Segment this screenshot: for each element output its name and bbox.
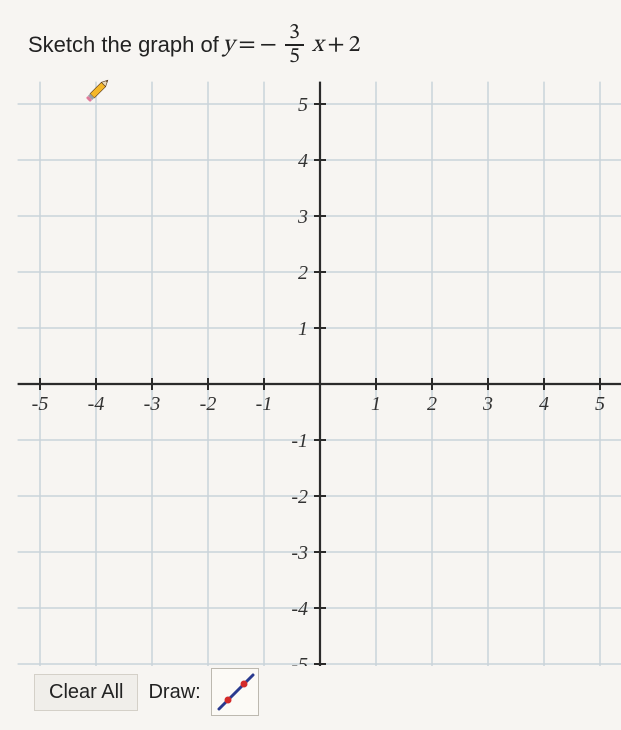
svg-text:4: 4 [298, 150, 308, 172]
svg-text:-5: -5 [32, 393, 49, 415]
draw-label: Draw: [148, 681, 200, 704]
svg-text:1: 1 [298, 318, 308, 340]
svg-text:-3: -3 [291, 542, 308, 564]
svg-text:-5: -5 [291, 654, 308, 666]
svg-text:2: 2 [298, 262, 308, 284]
svg-text:-2: -2 [291, 486, 308, 508]
equation-lhs: y [223, 30, 235, 60]
draw-controls: Clear All Draw: [34, 668, 259, 716]
svg-text:-4: -4 [291, 598, 308, 620]
equation-neg: − [260, 30, 277, 60]
pencil-icon [83, 71, 117, 105]
cartesian-grid[interactable]: -5 -4 -3 -2 -1 1 2 3 4 5 -5 -4 -3 -2 -1 1 2 3 4 5 [0, 76, 621, 666]
equation-fraction: 3 5 [285, 22, 304, 68]
fraction-numerator: 3 [285, 22, 304, 44]
svg-text:2: 2 [427, 393, 437, 415]
question-prompt: Sketch the graph of y = − 3 5 x + 2 [28, 22, 361, 68]
equation-equals: = [238, 30, 255, 60]
line-tool-button[interactable] [211, 668, 259, 716]
svg-text:-3: -3 [144, 393, 161, 415]
clear-all-button[interactable]: Clear All [34, 674, 138, 711]
equation-constant: 2 [349, 30, 361, 60]
svg-text:-4: -4 [88, 393, 105, 415]
svg-text:-1: -1 [291, 430, 308, 452]
line-tool-icon [214, 670, 256, 714]
svg-text:-2: -2 [200, 393, 217, 415]
equation-plus: + [327, 30, 344, 60]
svg-text:3: 3 [297, 206, 308, 228]
fraction-denominator: 5 [285, 46, 304, 68]
svg-text:3: 3 [482, 393, 493, 415]
svg-text:5: 5 [298, 94, 308, 116]
graph-canvas[interactable]: -5 -4 -3 -2 -1 1 2 3 4 5 -5 -4 -3 -2 -1 1 2 3 4 5 [0, 76, 621, 666]
svg-text:5: 5 [595, 393, 605, 415]
svg-text:-1: -1 [256, 393, 273, 415]
prompt-text: Sketch the graph of [28, 32, 219, 58]
svg-text:1: 1 [371, 393, 381, 415]
equation-x: x [312, 30, 324, 60]
svg-text:4: 4 [539, 393, 549, 415]
